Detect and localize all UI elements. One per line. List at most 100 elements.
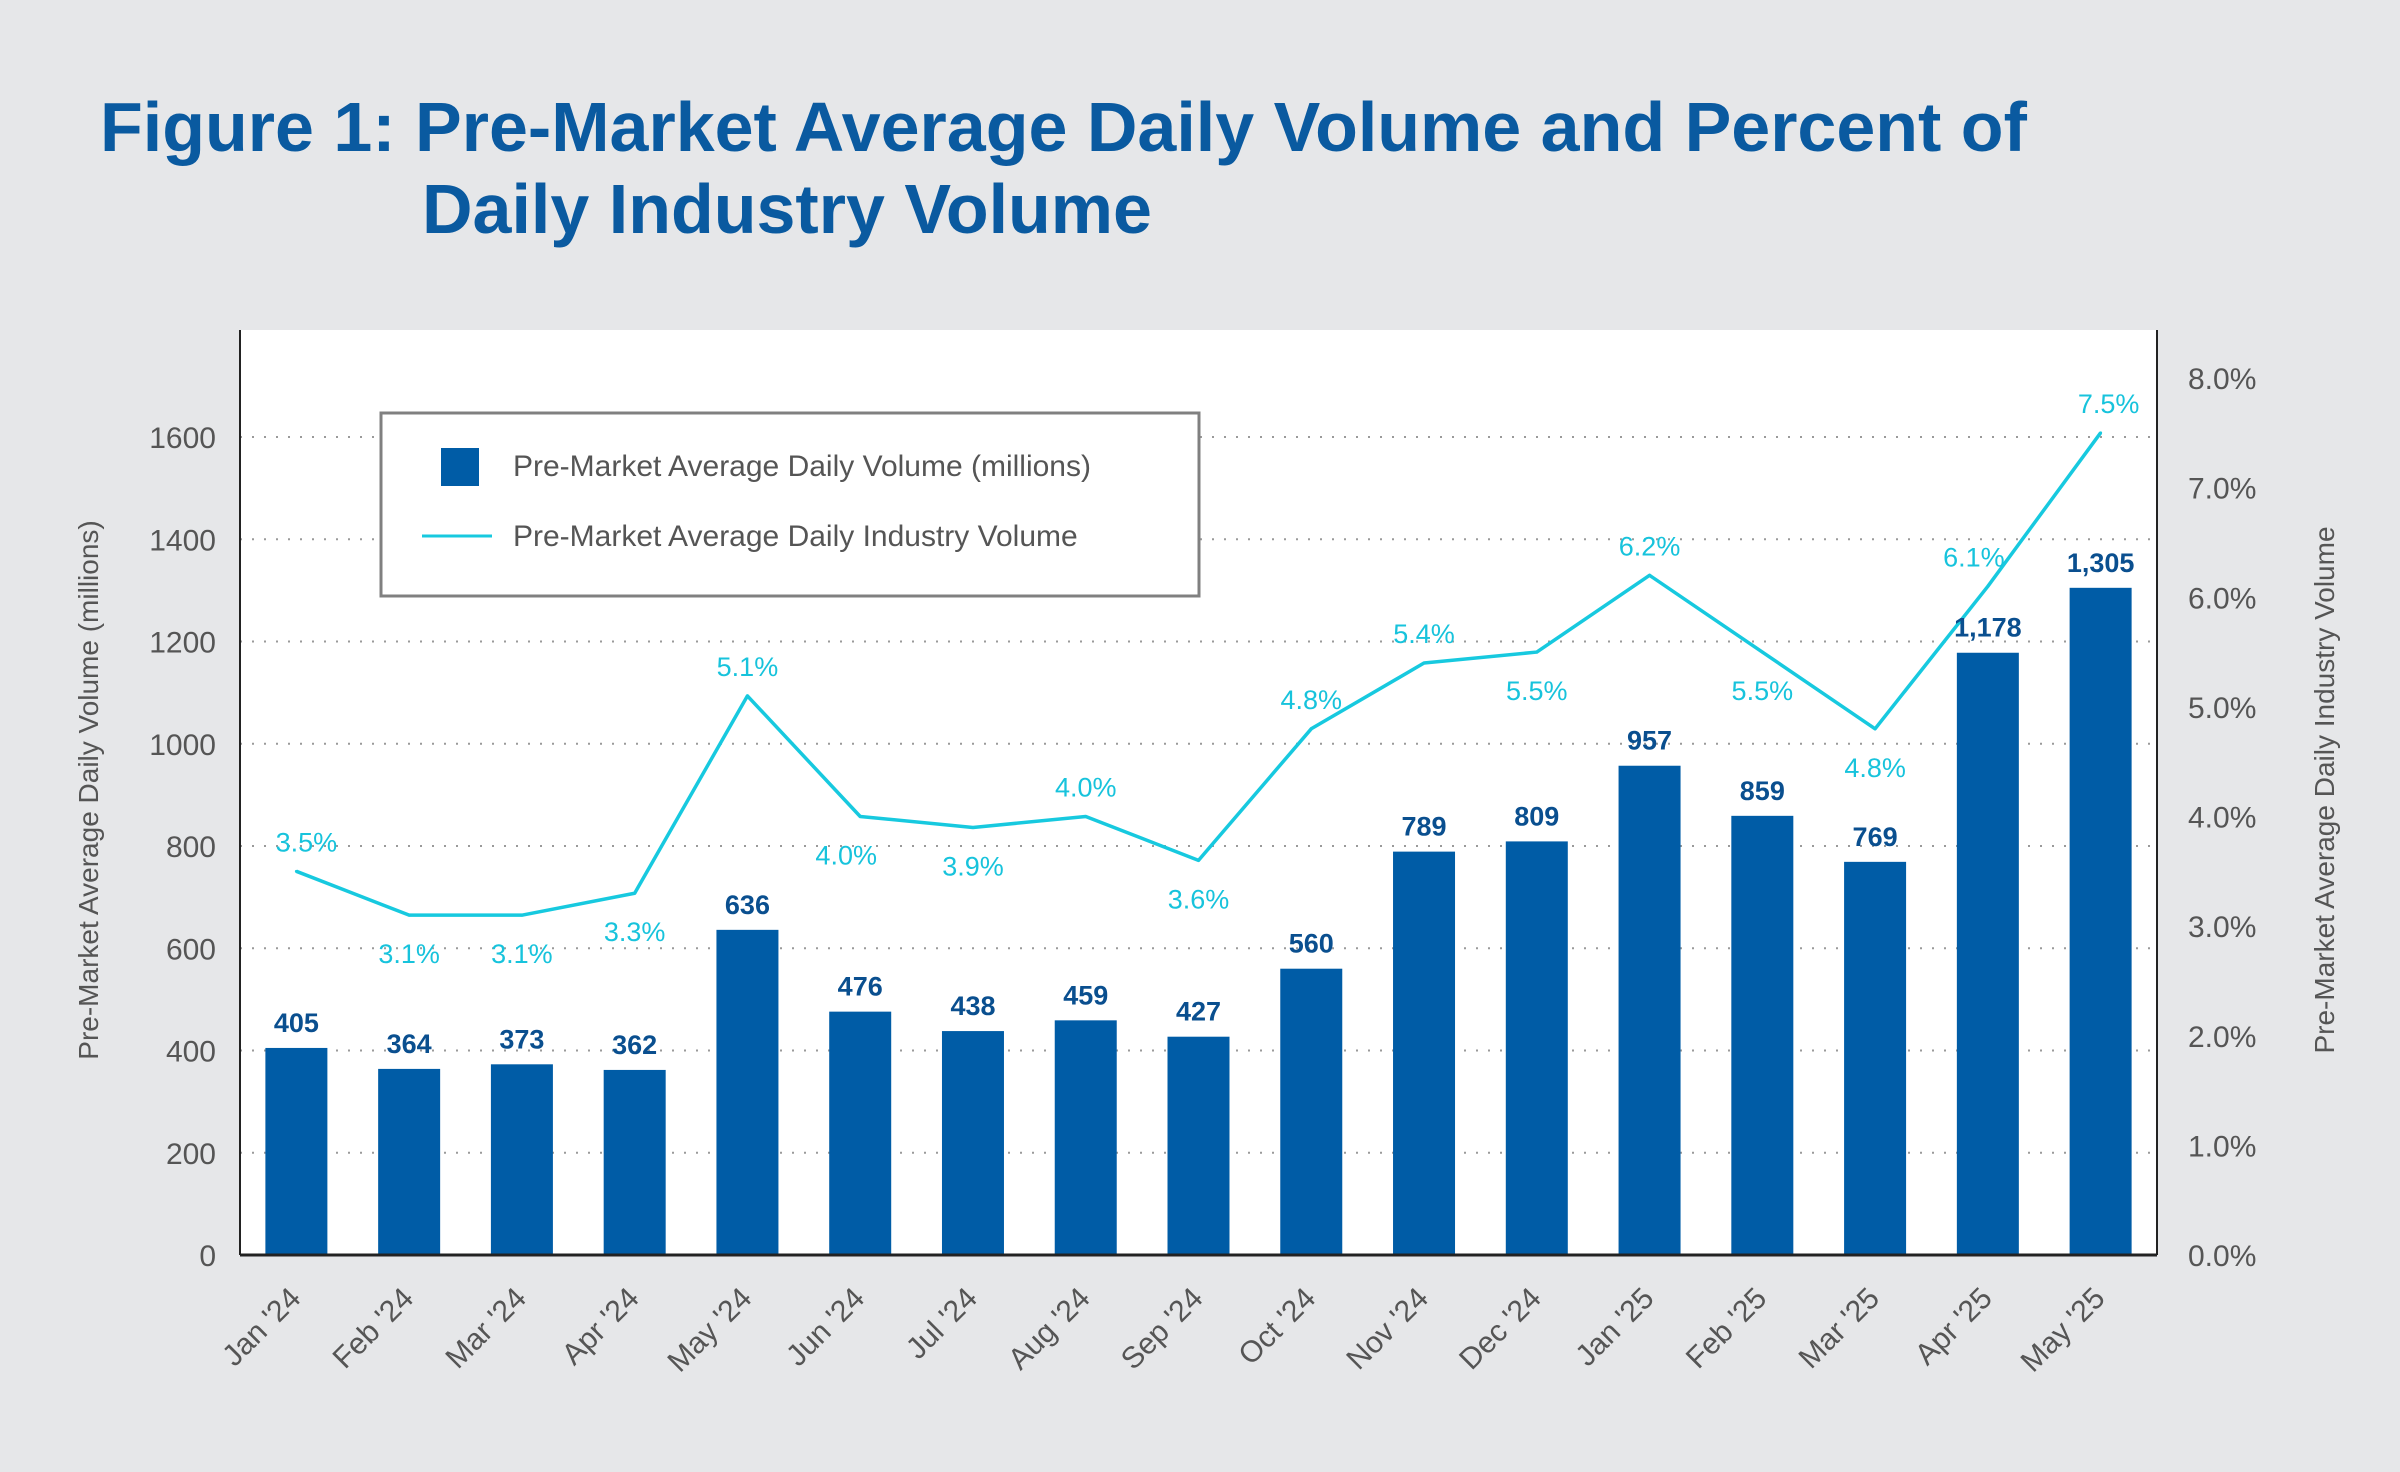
y2-tick-label: 2.0%: [2188, 1021, 2256, 1054]
line-point: [294, 869, 298, 873]
bar: [1505, 841, 1568, 1255]
x-tick-label: May '24: [661, 1282, 758, 1379]
line-point: [1084, 815, 1088, 818]
y2-tick-label: 5.0%: [2188, 692, 2256, 725]
y2-tick-label: 1.0%: [2188, 1130, 2256, 1163]
title-line-1: Figure 1: Pre-Market Average Daily Volum…: [100, 88, 2027, 166]
x-tick-label: Apr '25: [1909, 1282, 1999, 1372]
line-point: [745, 694, 749, 698]
line-data-label: 5.1%: [717, 652, 779, 682]
bar: [1731, 815, 1794, 1255]
y2-tick-label: 4.0%: [2188, 802, 2256, 835]
bar-data-label: 1,305: [2067, 548, 2135, 578]
y-axis-label: Pre-Market Average Daily Volume (million…: [73, 520, 104, 1059]
bar: [490, 1064, 553, 1255]
line-point: [1197, 858, 1200, 862]
bar-data-label: 405: [274, 1008, 319, 1038]
legend-box: [379, 411, 1201, 598]
chart-title: Figure 1: Pre-Market Average Daily Volum…: [100, 86, 2027, 250]
bar: [1393, 851, 1456, 1255]
title-line-2: Daily Industry Volume: [422, 170, 1152, 248]
bar: [716, 929, 779, 1255]
bar-data-label: 560: [1289, 929, 1334, 959]
y-tick-label: 1200: [149, 627, 216, 660]
line-point: [520, 913, 524, 917]
y2-axis-label: Pre-Market Average Daily Industry Volume: [2309, 526, 2340, 1053]
bar-data-label: 373: [499, 1024, 544, 1054]
line-data-label: 7.5%: [2078, 389, 2140, 419]
line-data-label: 4.8%: [1280, 685, 1342, 715]
y2-tick-label: 7.0%: [2188, 473, 2256, 506]
y2-tick-label: 6.0%: [2188, 582, 2256, 615]
bar: [1844, 861, 1907, 1255]
line-data-label: 6.2%: [1619, 531, 1681, 561]
line-data-label: 3.1%: [491, 939, 553, 969]
x-tick-label: Jun '24: [780, 1282, 871, 1373]
bar: [1618, 765, 1681, 1255]
line-data-label: 4.0%: [1055, 773, 1117, 803]
bar-data-label: 364: [387, 1029, 432, 1059]
line-data-label: 3.9%: [942, 851, 1004, 881]
y-tick-label: 1600: [149, 422, 216, 455]
x-tick-label: Nov '24: [1340, 1282, 1435, 1377]
bar-data-label: 809: [1514, 801, 1559, 831]
line-data-label: 5.5%: [1732, 676, 1794, 706]
bar-data-label: 362: [612, 1030, 657, 1060]
line-point: [2099, 431, 2103, 435]
bar: [1280, 968, 1343, 1255]
bar: [941, 1031, 1004, 1255]
legend-label-line: Pre-Market Average Daily Industry Volume: [513, 520, 1078, 553]
x-tick-label: Aug '24: [1002, 1282, 1097, 1377]
bar: [2069, 587, 2132, 1255]
y-tick-label: 1400: [149, 524, 216, 557]
line-data-label: 4.8%: [1844, 753, 1906, 783]
line-data-label: 3.1%: [378, 939, 440, 969]
y-tick-label: 1000: [149, 729, 216, 762]
y-tick-label: 0: [199, 1240, 216, 1273]
x-tick-label: Apr '24: [556, 1282, 646, 1372]
legend: Pre-Market Average Daily Volume (million…: [379, 411, 1201, 598]
line-data-label: 3.6%: [1168, 884, 1230, 914]
line-point: [1422, 661, 1426, 665]
line-point: [858, 815, 862, 818]
y2-tick-label: 0.0%: [2188, 1240, 2256, 1273]
x-tick-label: Jul '24: [900, 1282, 984, 1366]
x-tick-label: Feb '25: [1680, 1282, 1773, 1375]
bar: [378, 1068, 441, 1255]
legend-bar-swatch: [441, 448, 479, 486]
line-data-label: 5.4%: [1393, 619, 1455, 649]
bar: [603, 1069, 666, 1255]
line-data-label: 3.5%: [276, 827, 338, 857]
bar-data-label: 636: [725, 890, 770, 920]
line-data-label: 3.3%: [604, 917, 666, 947]
bar: [1054, 1020, 1117, 1255]
bar: [829, 1011, 892, 1255]
legend-label-bar: Pre-Market Average Daily Volume (million…: [513, 450, 1091, 483]
x-tick-label: Jan '25: [1569, 1282, 1660, 1373]
line-point: [1760, 650, 1764, 654]
bar-data-label: 957: [1627, 726, 1672, 756]
x-tick-label: Mar '25: [1793, 1282, 1886, 1375]
bar: [265, 1047, 328, 1255]
bar-data-label: 476: [838, 972, 883, 1002]
x-tick-label: Oct '24: [1232, 1282, 1322, 1372]
x-tick-label: Mar '24: [439, 1282, 532, 1375]
y-tick-label: 800: [166, 831, 216, 864]
bar-data-label: 459: [1063, 980, 1108, 1010]
line-point: [1309, 727, 1313, 731]
y2-tick-label: 8.0%: [2188, 363, 2256, 396]
line-point: [1873, 727, 1877, 731]
bar-data-label: 427: [1176, 997, 1221, 1027]
y2-tick-label: 3.0%: [2188, 911, 2256, 944]
y-tick-label: 200: [166, 1138, 216, 1171]
x-tick-label: Feb '24: [327, 1282, 420, 1375]
line-point: [1986, 584, 1990, 588]
line-point: [633, 891, 637, 895]
x-tick-label: Jan '24: [216, 1282, 307, 1373]
line-data-label: 5.5%: [1506, 676, 1568, 706]
bar-data-label: 859: [1740, 776, 1785, 806]
y-tick-label: 400: [166, 1036, 216, 1069]
bar-data-label: 438: [950, 991, 995, 1021]
bar: [1956, 652, 2019, 1255]
